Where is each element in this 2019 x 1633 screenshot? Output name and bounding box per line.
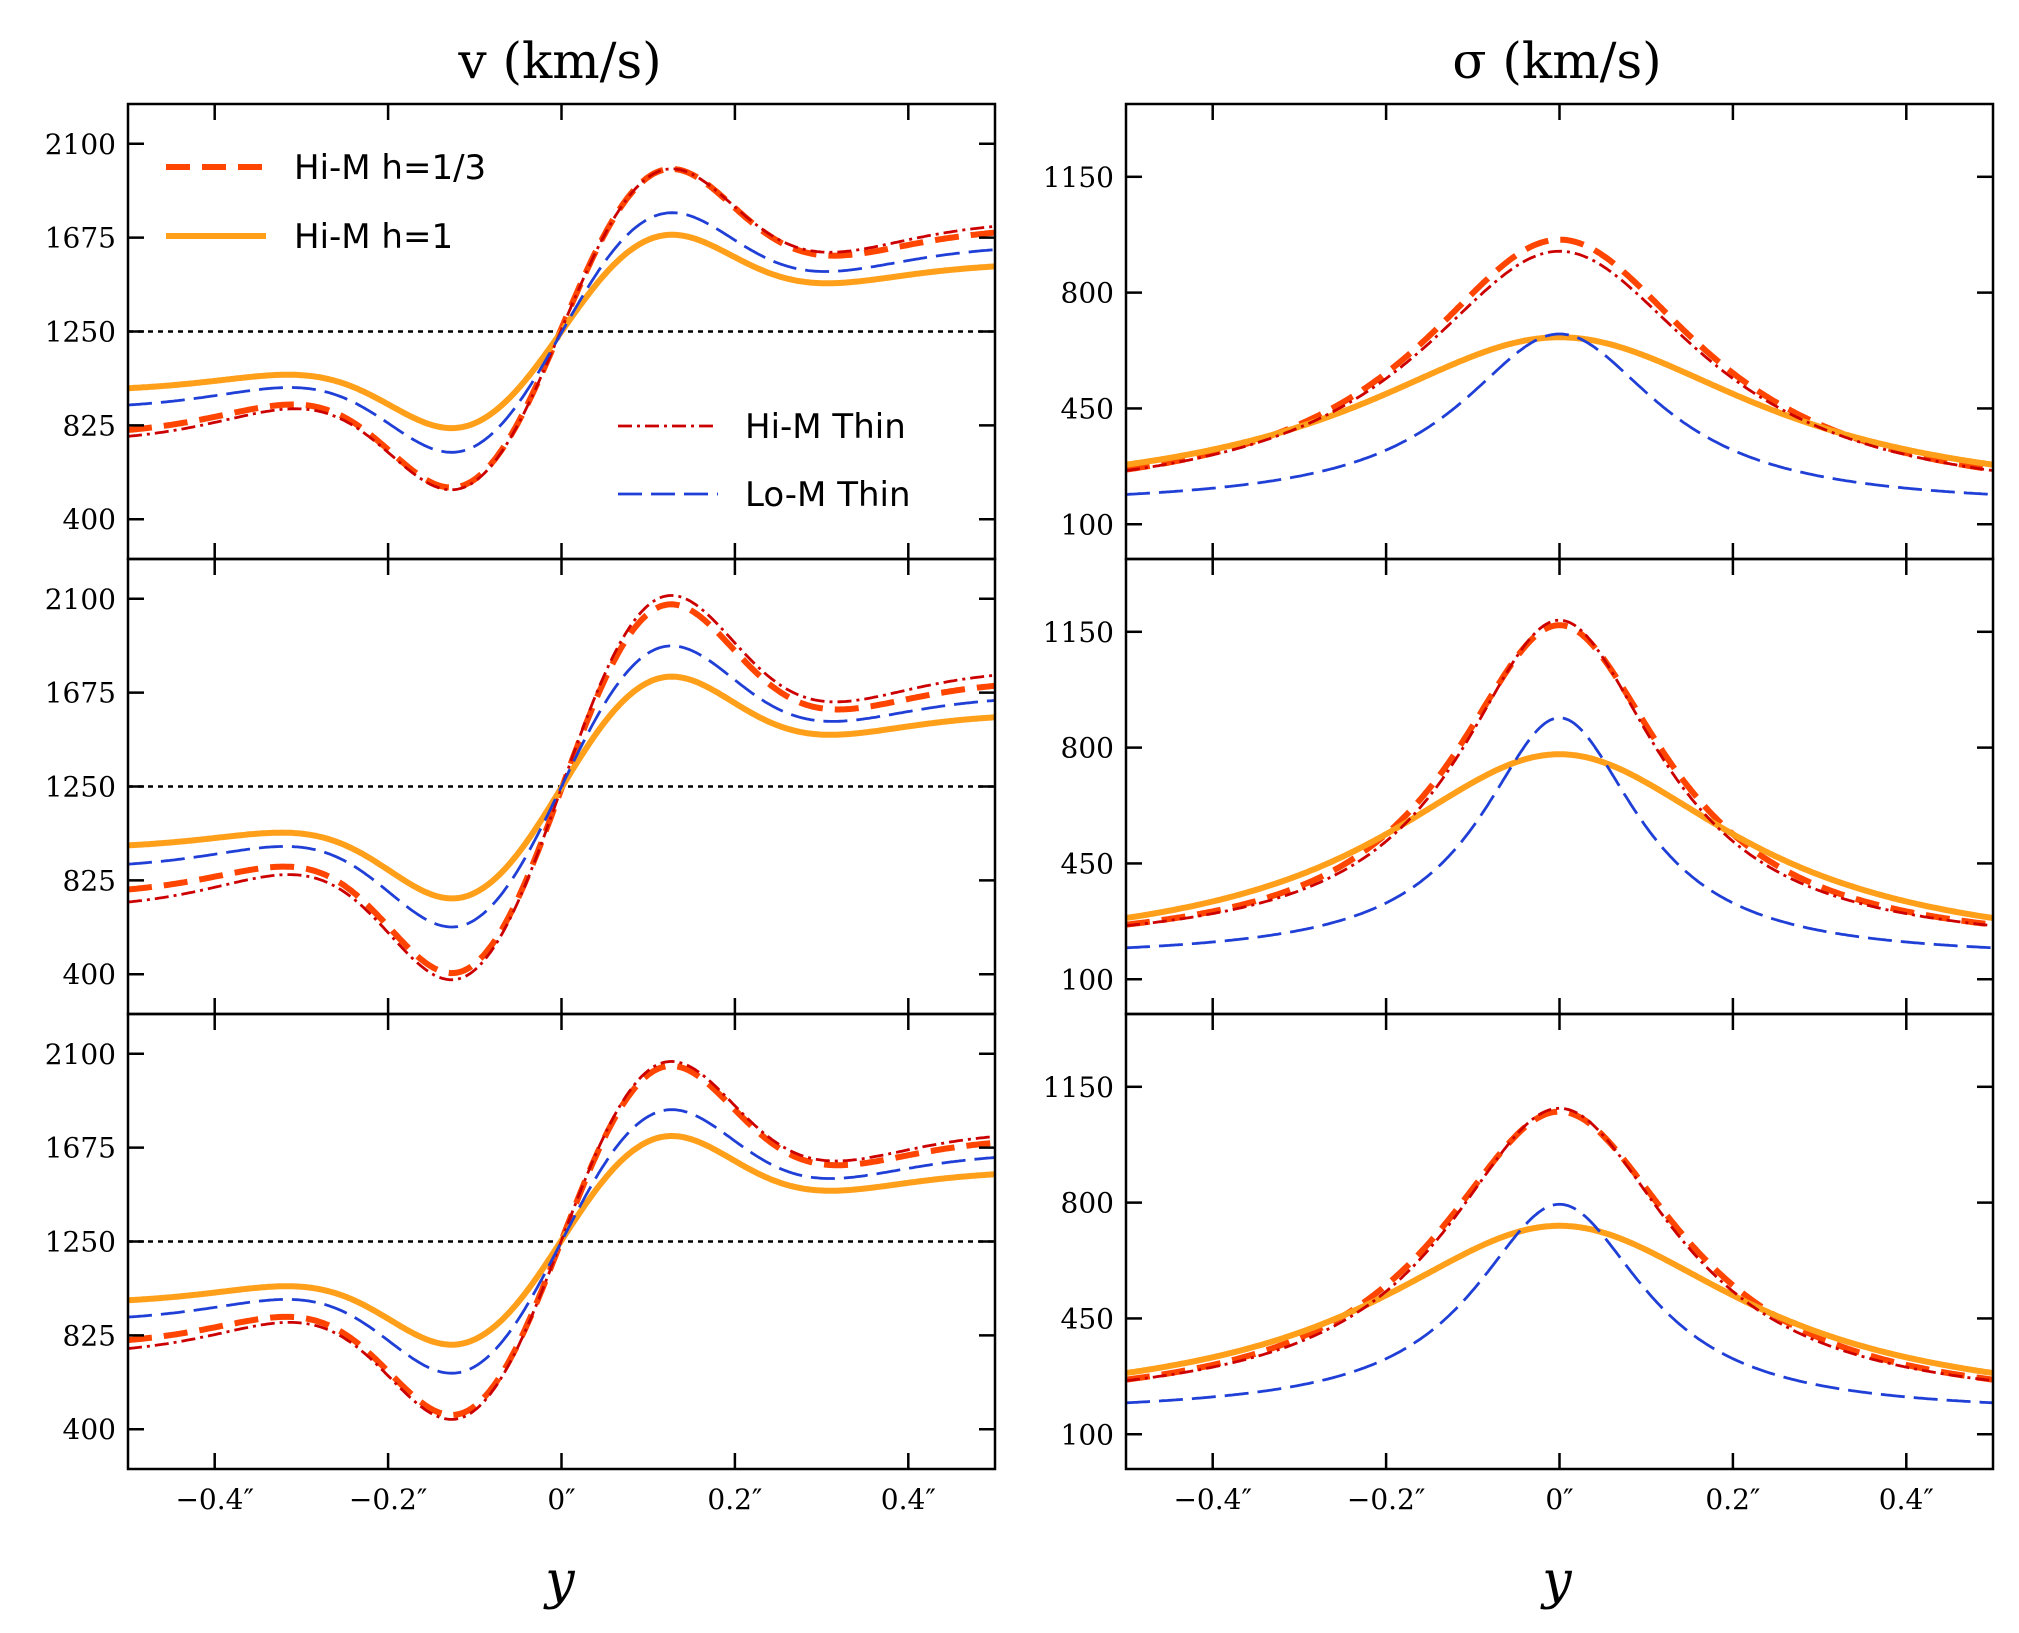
series-line-hi-m-thin bbox=[1126, 249, 1993, 472]
series-line-hi-m-thin bbox=[1126, 1106, 1993, 1382]
series-line-hi-m-thin bbox=[128, 1060, 995, 1421]
y-tick-label: 400 bbox=[63, 503, 116, 536]
legend-label: Hi-M h=1 bbox=[294, 217, 453, 257]
panel-frame bbox=[1124, 1012, 1995, 1471]
panel-sigma-row-1: 100 450 800 1150 bbox=[1043, 102, 1995, 561]
y-tick-label: 400 bbox=[63, 958, 116, 991]
x-tick-label: 0.2″ bbox=[707, 1483, 762, 1516]
panel-sigma-row-2: 100 450 800 1150 bbox=[1043, 557, 1995, 1016]
series-line-lo-m-thin bbox=[128, 644, 995, 929]
series-line-hi-m-h-1 bbox=[1126, 751, 1993, 921]
series-group bbox=[1126, 236, 1993, 496]
series-line-hi-m-h-1-3 bbox=[128, 1062, 995, 1418]
x-axis-title-right: y bbox=[1540, 1551, 1572, 1611]
y-tick-label: 800 bbox=[1061, 277, 1114, 310]
series-line-hi-m-thin bbox=[128, 167, 995, 492]
series-line-lo-m-thin bbox=[1126, 332, 1993, 496]
y-tick-label: 1675 bbox=[45, 1132, 116, 1165]
x-tick-label: −0.4″ bbox=[175, 1483, 253, 1516]
legend-label: Lo-M Thin bbox=[745, 475, 911, 515]
sigma-column-title: σ (km/s) bbox=[1452, 32, 1661, 90]
y-tick-label: 100 bbox=[1061, 508, 1114, 541]
y-tick-label: 2100 bbox=[45, 583, 116, 616]
series-line-lo-m-thin bbox=[1126, 716, 1993, 950]
panel-v-row-3: −0.4″ −0.2″ 0″ 0.2″ 0.4″ 400 825 1250 1675 2100 bbox=[45, 1012, 997, 1516]
y-tick-label: 825 bbox=[63, 1319, 116, 1352]
y-tick-label: 1675 bbox=[45, 222, 116, 255]
x-tick-label: −0.4″ bbox=[1173, 1483, 1251, 1516]
panel-frame bbox=[1124, 102, 1995, 561]
x-tick-label: 0.4″ bbox=[1879, 1483, 1934, 1516]
series-group bbox=[128, 1060, 995, 1421]
y-tick-label: 1150 bbox=[1043, 161, 1114, 194]
x-tick-label: 0.2″ bbox=[1705, 1483, 1760, 1516]
series-line-lo-m-thin bbox=[1126, 1202, 1993, 1405]
panel-v-row-1: 400 825 1250 1675 2100 bbox=[45, 102, 997, 561]
y-tick-label: 800 bbox=[1061, 732, 1114, 765]
y-tick-label: 1250 bbox=[45, 1226, 116, 1259]
series-line-hi-m-h-1-3 bbox=[1126, 622, 1993, 928]
y-tick-label: 1250 bbox=[45, 771, 116, 804]
y-tick-label: 100 bbox=[1061, 1418, 1114, 1451]
series-line-hi-m-thin bbox=[128, 594, 995, 982]
y-tick-label: 450 bbox=[1061, 847, 1114, 880]
v-column-title: v (km/s) bbox=[457, 32, 661, 90]
x-tick-label: 0″ bbox=[1545, 1483, 1573, 1516]
panel-v-row-2: 400 825 1250 1675 2100 bbox=[45, 557, 997, 1016]
y-tick-label: 1150 bbox=[1043, 616, 1114, 649]
series-group bbox=[128, 166, 995, 492]
series-line-lo-m-thin bbox=[128, 211, 995, 454]
series-line-hi-m-h-1 bbox=[1126, 1222, 1993, 1376]
y-tick-label: 1675 bbox=[45, 677, 116, 710]
legend-label: Hi-M Thin bbox=[745, 407, 906, 447]
y-tick-label: 400 bbox=[63, 1413, 116, 1446]
x-tick-label: −0.2″ bbox=[349, 1483, 427, 1516]
series-line-hi-m-thin bbox=[1126, 618, 1993, 927]
x-axis-title-left: y bbox=[543, 1551, 575, 1611]
series-line-lo-m-thin bbox=[128, 1108, 995, 1375]
y-tick-label: 2100 bbox=[45, 128, 116, 161]
y-tick-label: 1250 bbox=[45, 316, 116, 349]
x-tick-label: 0.4″ bbox=[881, 1483, 936, 1516]
series-line-hi-m-h-1-3 bbox=[1126, 1108, 1993, 1383]
y-tick-label: 1150 bbox=[1043, 1071, 1114, 1104]
y-tick-label: 450 bbox=[1061, 1302, 1114, 1335]
y-tick-label: 100 bbox=[1061, 963, 1114, 996]
series-line-hi-m-h-1-3 bbox=[1126, 236, 1993, 473]
y-tick-label: 825 bbox=[63, 864, 116, 897]
series-group bbox=[1126, 618, 1993, 950]
y-tick-label: 825 bbox=[63, 409, 116, 442]
y-tick-label: 800 bbox=[1061, 1187, 1114, 1220]
series-line-hi-m-h-1 bbox=[1126, 334, 1993, 468]
x-tick-label: 0″ bbox=[547, 1483, 575, 1516]
y-tick-label: 2100 bbox=[45, 1038, 116, 1071]
series-group bbox=[1126, 1106, 1993, 1405]
legend-label: Hi-M h=1/3 bbox=[294, 148, 486, 188]
panel-sigma-row-3: −0.4″ −0.2″ 0″ 0.2″ 0.4″ 100 450 800 1150 bbox=[1043, 1012, 1995, 1516]
legend: Hi-M h=1/3 Hi-M h=1 Hi-M Thin Lo-M Thin bbox=[166, 148, 911, 515]
panels: 400 825 1250 1675 2100 100 450 800 1150 400 825 125… bbox=[45, 102, 1995, 1516]
y-tick-label: 450 bbox=[1061, 392, 1114, 425]
series-group bbox=[128, 594, 995, 982]
x-tick-label: −0.2″ bbox=[1347, 1483, 1425, 1516]
